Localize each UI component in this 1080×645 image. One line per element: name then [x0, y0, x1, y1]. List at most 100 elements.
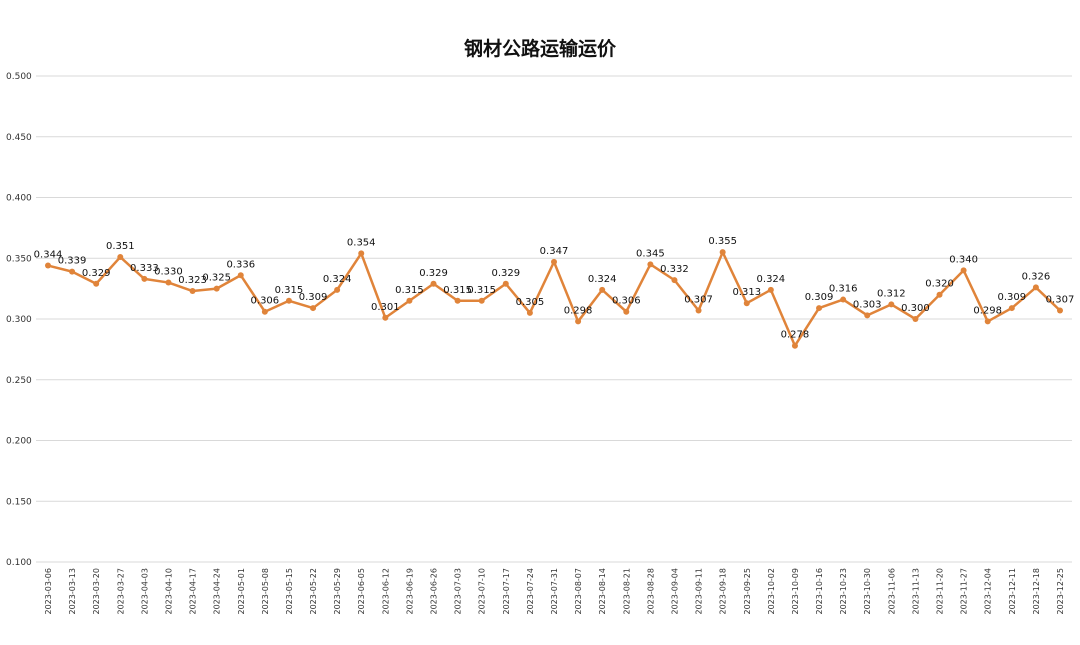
data-point [575, 318, 582, 325]
data-label: 0.336 [226, 259, 255, 270]
x-tick-label: 2023-04-24 [213, 568, 222, 615]
data-point [1008, 305, 1015, 312]
x-tick-label: 2023-07-17 [502, 568, 511, 615]
data-label: 0.329 [82, 268, 111, 279]
data-label: 0.351 [106, 241, 135, 252]
x-tick-label: 2023-07-31 [550, 568, 559, 615]
data-label: 0.324 [757, 274, 786, 285]
x-tick-label: 2023-07-10 [478, 568, 487, 615]
data-label: 0.354 [347, 237, 376, 248]
data-label: 0.303 [853, 299, 882, 310]
data-point [165, 279, 172, 286]
x-tick-label: 2023-09-11 [695, 568, 704, 615]
x-tick-label: 2023-12-18 [1032, 568, 1041, 615]
data-point [840, 296, 847, 303]
data-point [1032, 284, 1039, 291]
data-label: 0.344 [34, 250, 63, 261]
data-label: 0.315 [467, 285, 496, 296]
y-tick-label: 0.250 [6, 376, 32, 386]
data-point [310, 305, 317, 312]
data-point [261, 308, 268, 315]
data-label: 0.300 [901, 303, 930, 314]
data-point [791, 342, 798, 349]
x-tick-label: 2023-06-05 [357, 568, 366, 615]
data-point [767, 286, 774, 293]
data-label: 0.315 [275, 285, 304, 296]
x-tick-label: 2023-04-10 [164, 568, 173, 615]
data-point [382, 314, 389, 321]
data-label: 0.309 [997, 292, 1026, 303]
data-point [864, 312, 871, 319]
x-tick-label: 2023-03-27 [116, 568, 125, 615]
gridlines [36, 75, 1072, 563]
x-tick-label: 2023-09-04 [670, 568, 679, 615]
data-label: 0.309 [805, 292, 834, 303]
x-tick-label: 2023-11-27 [960, 568, 969, 615]
data-label: 0.316 [829, 284, 858, 295]
data-label: 0.306 [612, 296, 641, 307]
data-point [599, 286, 606, 293]
x-tick-label: 2023-10-30 [863, 568, 872, 615]
x-tick-label: 2023-05-29 [333, 568, 342, 615]
x-tick-label: 2023-12-04 [984, 568, 993, 615]
chart-title: 钢材公路运输运价 [463, 38, 616, 60]
data-point [93, 280, 100, 287]
data-point [141, 275, 148, 282]
y-tick-label: 0.100 [6, 558, 32, 568]
data-label: 0.298 [564, 305, 593, 316]
x-tick-label: 2023-04-17 [189, 568, 198, 615]
data-label: 0.307 [1046, 294, 1075, 305]
data-label: 0.345 [636, 248, 665, 259]
y-tick-label: 0.200 [6, 437, 32, 447]
series-line [47, 250, 1061, 347]
data-label: 0.301 [371, 302, 400, 313]
data-point [430, 280, 437, 287]
data-point [960, 267, 967, 274]
data-label: 0.339 [58, 256, 87, 267]
data-point [623, 308, 630, 315]
x-tick-label: 2023-08-07 [574, 568, 583, 615]
data-label: 0.315 [395, 285, 424, 296]
x-tick-label: 2023-05-15 [285, 568, 294, 615]
data-label: 0.330 [154, 267, 183, 278]
data-point [45, 262, 51, 269]
data-label: 0.320 [925, 279, 954, 290]
x-tick-label: 2023-11-20 [936, 568, 945, 615]
x-tick-label: 2023-07-03 [454, 568, 463, 615]
data-label: 0.324 [588, 274, 617, 285]
x-tick-label: 2023-10-09 [791, 568, 800, 615]
data-point [69, 268, 76, 275]
data-point [984, 318, 991, 325]
x-tick-label: 2023-03-06 [44, 568, 53, 615]
data-label: 0.298 [973, 305, 1002, 316]
data-label: 0.313 [732, 287, 761, 298]
x-tick-label: 2023-06-26 [430, 568, 439, 615]
y-tick-label: 0.450 [6, 133, 32, 143]
x-axis-ticks: 2023-03-06 2023-03-13 2023-03-20 2023-03-27… [44, 568, 1065, 615]
data-point [1057, 307, 1063, 314]
data-point [526, 309, 533, 316]
y-tick-label: 0.350 [6, 254, 32, 264]
data-point [936, 291, 943, 298]
x-tick-label: 2023-10-16 [815, 568, 824, 615]
x-tick-label: 2023-12-11 [1008, 568, 1017, 615]
data-point [454, 297, 461, 304]
x-tick-label: 2023-05-08 [261, 568, 270, 615]
data-point [695, 307, 702, 314]
data-label: 0.333 [130, 263, 159, 274]
data-label: 0.278 [781, 330, 810, 341]
data-point [671, 277, 678, 284]
x-tick-label: 2023-08-21 [622, 568, 631, 615]
x-tick-label: 2023-09-25 [743, 568, 752, 615]
x-tick-label: 2023-05-01 [237, 568, 246, 615]
x-tick-label: 2023-10-23 [839, 568, 848, 615]
data-label: 0.325 [202, 273, 231, 284]
data-point [816, 305, 823, 312]
x-tick-label: 2023-10-02 [767, 568, 776, 615]
data-label: 0.323 [178, 275, 207, 286]
data-label: 0.326 [1022, 271, 1051, 282]
y-axis-ticks: 0.100 0.150 0.200 0.250 0.300 0.350 0.400 0.450… [6, 72, 32, 568]
data-point [551, 258, 557, 265]
data-label: 0.312 [877, 288, 906, 299]
